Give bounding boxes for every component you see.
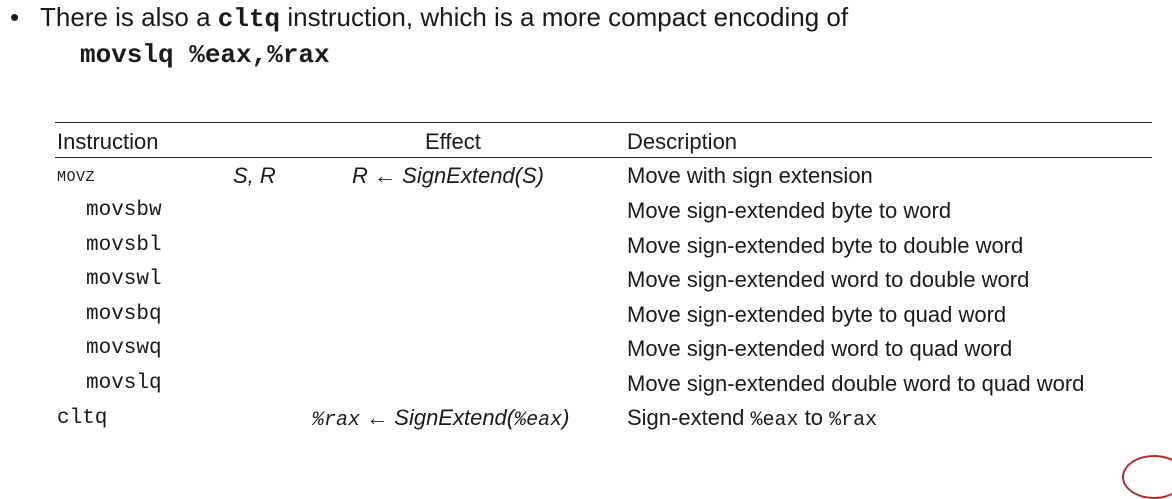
movz-effect-dest: R (352, 163, 368, 188)
row-instruction: movswq (86, 337, 162, 360)
cltq-description: Sign-extend %eax to %rax (627, 404, 877, 435)
movz-operands: S, R (233, 163, 276, 188)
university-seal-icon (1122, 455, 1172, 499)
movz-effect: R ← SignExtend(S) (352, 162, 544, 190)
row-description: Move sign-extended byte to word (627, 198, 952, 223)
bullet-text-after: instruction, which is a more compact enc… (280, 2, 849, 32)
row-instruction: movsbl (86, 234, 162, 257)
movz-effect-arrow: ← (374, 163, 397, 188)
row-instruction: movsbq (86, 303, 162, 326)
cltq-desc-reg1: %eax (750, 409, 799, 432)
bullet-dot: • (10, 2, 20, 32)
row-description: Move sign-extended word to quad word (627, 336, 1013, 361)
header-description: Description (627, 129, 738, 154)
bullet-code-line: movslq %eax,%rax (80, 40, 330, 70)
header-effect: Effect (425, 129, 481, 154)
cltq-effect-reg: %eax (514, 409, 563, 432)
cltq-instruction: cltq (57, 407, 108, 430)
movz-instruction: MOVZ (57, 169, 96, 186)
row-instruction: movslq (86, 372, 162, 395)
row-description: Move sign-extended word to double word (627, 267, 1030, 292)
row-instruction: movswl (86, 268, 162, 291)
cltq-effect: %rax ← SignExtend(%eax) (312, 404, 569, 435)
movz-description: Move with sign extension (627, 163, 873, 188)
bullet-text: • There is also a cltq instruction, which… (10, 0, 848, 36)
movz-effect-expr: SignExtend(S) (402, 163, 544, 188)
row-description: Move sign-extended double word to quad w… (627, 371, 1085, 396)
row-instruction: movsbw (86, 199, 162, 222)
bullet-code-cltq: cltq (217, 4, 281, 34)
bullet-text-before: There is also a (40, 2, 218, 32)
cltq-desc-mid: to (798, 405, 830, 430)
row-description: Move sign-extended byte to quad word (627, 302, 1007, 327)
cltq-desc-reg2: %rax (829, 409, 878, 432)
cltq-effect-close: ) (562, 405, 570, 430)
cltq-effect-fn: SignExtend( (394, 405, 515, 430)
table-top-rule (55, 122, 1152, 123)
cltq-effect-dest: %rax (312, 409, 361, 432)
table-header-rule (55, 157, 1152, 158)
row-description: Move sign-extended byte to double word (627, 233, 1024, 258)
cltq-desc-prefix: Sign-extend (627, 405, 751, 430)
header-instruction: Instruction (57, 129, 159, 154)
cltq-effect-arrow: ← (366, 405, 389, 430)
